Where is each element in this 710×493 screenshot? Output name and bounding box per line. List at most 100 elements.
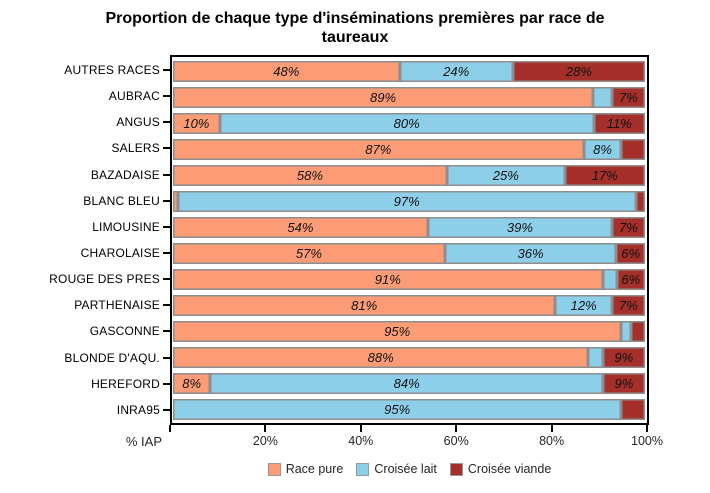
bar-row: 58% 25% 17% xyxy=(172,162,647,188)
bar-segment: 25% xyxy=(446,164,565,186)
category-label: HEREFORD xyxy=(91,376,160,391)
stacked-bar: 87% 8% xyxy=(173,138,645,160)
bar-segment: 48% xyxy=(173,60,400,82)
y-tick-mark xyxy=(163,121,170,124)
stacked-bar: 10% 80% 11% xyxy=(173,112,645,134)
category-label: BAZADAISE xyxy=(90,167,160,182)
bar-row: 91% 6% xyxy=(172,266,647,292)
x-tick-label: 80% xyxy=(539,434,565,448)
bar-segment: 88% xyxy=(173,346,589,368)
bar-segment: 11% xyxy=(593,112,645,134)
y-tick-mark xyxy=(163,147,170,150)
bar-row: 54% 39% 7% xyxy=(172,214,647,240)
legend-swatch xyxy=(356,462,370,476)
bar-segment: 87% xyxy=(173,138,584,160)
stacked-bar: 91% 6% xyxy=(173,268,645,290)
category-row: LIMOUSINE xyxy=(0,214,170,240)
chart-title: Proportion de chaque type d'insémination… xyxy=(0,9,710,47)
bar-segment: 6% xyxy=(616,242,645,264)
bar-segment: 36% xyxy=(444,242,617,264)
bar-row: 95% xyxy=(172,318,647,344)
stacked-bar: 48% 24% 28% xyxy=(173,60,645,82)
bar-segment: 97% xyxy=(177,190,636,212)
y-tick-mark xyxy=(163,173,170,176)
stacked-bar: 95% xyxy=(173,320,645,342)
bar-segment: 91% xyxy=(173,268,603,290)
bar-segment xyxy=(635,190,645,212)
stacked-bar: 81% 12% 7% xyxy=(173,294,645,316)
category-label: BLANC BLEU xyxy=(83,193,160,208)
legend-label: Croisée viande xyxy=(467,462,552,476)
stacked-bar: 8% 84% 9% xyxy=(173,372,645,394)
bar-segment: 7% xyxy=(611,294,645,316)
category-row: ROUGE DES PRES xyxy=(0,266,170,292)
bar-row: 57% 36% 6% xyxy=(172,240,647,266)
x-tick-label: 40% xyxy=(348,434,374,448)
bar-segment: 8% xyxy=(583,138,622,160)
bar-segment: 17% xyxy=(564,164,645,186)
category-label: ROUGE DES PRES xyxy=(49,272,160,287)
bar-row: 97% xyxy=(172,188,647,214)
bar-segment xyxy=(602,268,617,290)
bar-segment: 81% xyxy=(173,294,556,316)
bar-segment: 9% xyxy=(602,372,645,394)
bar-segment: 24% xyxy=(399,60,513,82)
category-label: LIMOUSINE xyxy=(92,219,160,234)
stacked-bar: 89% 7% xyxy=(173,86,645,108)
y-tick-mark xyxy=(163,95,170,98)
legend-item: Croisée lait xyxy=(356,462,437,476)
bar-row: 87% 8% xyxy=(172,136,647,162)
legend-item: Croisée viande xyxy=(449,462,552,476)
category-row: GASCONNE xyxy=(0,318,170,344)
x-tick-mark xyxy=(169,425,171,432)
category-row: AUTRES RACES xyxy=(0,57,170,83)
bar-segment: 8% xyxy=(173,372,211,394)
x-tick-mark xyxy=(359,425,362,432)
stacked-bar: 57% 36% 6% xyxy=(173,242,645,264)
bar-segment: 10% xyxy=(173,112,220,134)
chart-title-line2: taureaux xyxy=(321,29,389,46)
stacked-bar: 95% xyxy=(173,398,645,420)
category-label: AUTRES RACES xyxy=(64,63,160,78)
bar-row: 48% 24% 28% xyxy=(172,58,647,84)
y-tick-mark xyxy=(163,304,170,307)
category-label: GASCONNE xyxy=(89,324,160,339)
legend-label: Race pure xyxy=(285,462,344,476)
bar-row: 8% 84% 9% xyxy=(172,370,647,396)
bar-segment: 54% xyxy=(173,216,428,238)
legend-swatch xyxy=(267,462,281,476)
stacked-bar: 54% 39% 7% xyxy=(173,216,645,238)
stacked-bar: 97% xyxy=(173,190,645,212)
y-tick-mark xyxy=(163,382,170,385)
category-label: BLONDE D'AQU. xyxy=(64,350,160,365)
stacked-bar: 88% 9% xyxy=(173,346,645,368)
category-label: PARTHENAISE xyxy=(74,298,160,313)
bar-segment: 39% xyxy=(427,216,612,238)
category-row: INRA95 xyxy=(0,397,170,423)
category-row: PARTHENAISE xyxy=(0,292,170,318)
legend: Race pure Croisée lait Croisée viande xyxy=(170,462,649,476)
chart-title-line1: Proportion de chaque type d'insémination… xyxy=(105,10,605,27)
bar-segment: 12% xyxy=(555,294,612,316)
x-tick-label: 60% xyxy=(443,434,469,448)
bar-segment: 95% xyxy=(173,398,622,420)
y-tick-mark xyxy=(163,199,170,202)
bar-row: 89% 7% xyxy=(172,84,647,110)
y-tick-mark xyxy=(163,69,170,72)
category-row: HEREFORD xyxy=(0,371,170,397)
category-row: CHAROLAISE xyxy=(0,240,170,266)
bar-segment: 84% xyxy=(210,372,603,394)
plot-area: 48% 24% 28% 89% 7% 10% 80% 11% 87% 8% 58% 25% 17% 97%… xyxy=(170,55,649,425)
bar-segment: 28% xyxy=(512,60,645,82)
bar-segment: 7% xyxy=(611,216,645,238)
x-tick-mark xyxy=(264,425,267,432)
bar-segment: 7% xyxy=(611,86,645,108)
bar-row: 10% 80% 11% xyxy=(172,110,647,136)
legend-item: Race pure xyxy=(267,462,344,476)
bar-segment xyxy=(630,320,645,342)
x-axis-title: % IAP xyxy=(125,434,162,449)
y-tick-mark xyxy=(163,356,170,359)
legend-label: Croisée lait xyxy=(374,462,437,476)
y-tick-mark xyxy=(163,252,170,255)
